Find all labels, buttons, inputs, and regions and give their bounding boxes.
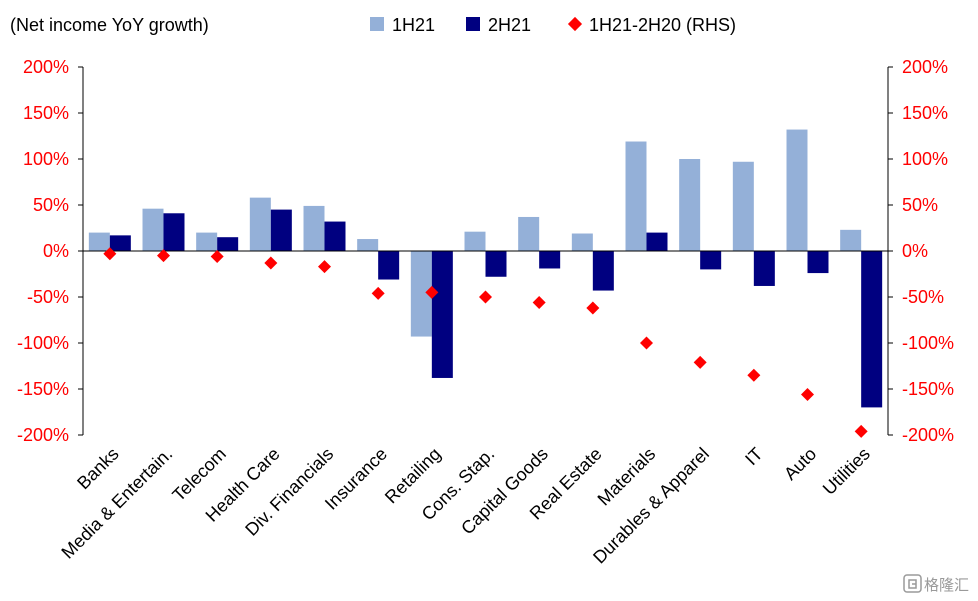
marker-diff-4 [318, 260, 331, 274]
right-tick-label: 0% [902, 241, 928, 261]
bar-1h21-5 [357, 239, 379, 251]
bar-2h21-3 [270, 209, 292, 251]
bar-1h21-1 [142, 208, 164, 251]
right-tick-label: -200% [902, 425, 954, 445]
marker-diff-14 [854, 424, 868, 438]
bar-2h21-10 [646, 232, 668, 251]
left-tick-label: -100% [17, 333, 69, 353]
bar-2h21-5 [378, 251, 400, 280]
bar-2h21-0 [109, 235, 131, 251]
bar-1h21-12 [732, 161, 754, 251]
legend-label-diff: 1H21-2H20 (RHS) [589, 15, 736, 35]
legend-label-1h21: 1H21 [392, 15, 435, 35]
right-tick-label: 50% [902, 195, 938, 215]
right-tick-label: -100% [902, 333, 954, 353]
bar-2h21-14 [861, 251, 883, 408]
bars [88, 129, 883, 408]
bar-2h21-7 [485, 251, 507, 277]
right-axis-ticks: 200% 150% 100% 50% 0% -50% -100% -150% -200% [888, 57, 954, 445]
marker-diff-2 [210, 250, 224, 264]
marker-diff-13 [801, 388, 814, 402]
bar-1h21-8 [518, 216, 540, 251]
right-tick-label: 100% [902, 149, 948, 169]
bar-2h21-1 [163, 213, 185, 251]
category-label: Auto [780, 444, 820, 484]
marker-diff-10 [640, 336, 653, 350]
left-tick-label: 100% [23, 149, 69, 169]
chart-title: (Net income YoY growth) [10, 15, 209, 35]
marker-diff-1 [157, 249, 170, 263]
bar-2h21-6 [431, 251, 453, 378]
right-tick-label: 150% [902, 103, 948, 123]
bar-1h21-11 [679, 159, 701, 251]
watermark-text: 格隆汇 [924, 577, 969, 594]
left-tick-label: 200% [23, 57, 69, 77]
bar-1h21-13 [786, 129, 808, 251]
left-tick-label: 150% [23, 103, 69, 123]
bar-1h21-2 [196, 232, 218, 251]
bar-2h21-13 [807, 251, 829, 274]
left-tick-label: -50% [27, 287, 69, 307]
right-tick-label: 200% [902, 57, 948, 77]
legend: 1H21 2H21 1H21-2H20 (RHS) [370, 15, 736, 35]
left-tick-label: -150% [17, 379, 69, 399]
marker-diff-6 [425, 285, 439, 299]
legend-swatch-2h21 [466, 17, 480, 31]
category-label: IT [741, 444, 766, 469]
left-tick-label: 50% [33, 195, 69, 215]
bar-2h21-4 [324, 221, 346, 251]
left-axis-ticks: 200% 150% 100% 50% 0% -50% -100% -150% -200% [17, 57, 83, 445]
watermark-logo: 格隆汇 [903, 574, 969, 594]
legend-marker-diff [567, 16, 583, 32]
bar-1h21-10 [625, 141, 647, 251]
bar-2h21-12 [753, 251, 775, 286]
bar-1h21-6 [410, 251, 432, 337]
legend-label-2h21: 2H21 [488, 15, 531, 35]
category-label: Banks [73, 444, 123, 494]
marker-diff-7 [479, 290, 492, 304]
bar-2h21-2 [217, 237, 239, 251]
marker-diff-11 [693, 355, 707, 369]
category-label: Utilities [819, 444, 874, 499]
bar-1h21-7 [464, 231, 486, 251]
bar-1h21-4 [303, 205, 325, 251]
marker-diff-3 [264, 256, 278, 270]
bar-2h21-9 [592, 251, 614, 291]
bar-1h21-9 [571, 233, 593, 251]
marker-diff-0 [103, 247, 117, 261]
bar-1h21-3 [249, 197, 271, 251]
left-tick-label: 0% [43, 241, 69, 261]
marker-diff-9 [586, 301, 600, 315]
left-tick-label: -200% [17, 425, 69, 445]
bar-2h21-11 [700, 251, 722, 270]
right-tick-label: -150% [902, 379, 954, 399]
markers [103, 247, 868, 438]
marker-diff-12 [747, 368, 761, 382]
right-tick-label: -50% [902, 287, 944, 307]
marker-diff-5 [371, 286, 385, 300]
marker-diff-8 [532, 296, 546, 310]
bar-1h21-0 [88, 232, 110, 251]
bar-1h21-14 [840, 229, 862, 251]
legend-swatch-1h21 [370, 17, 384, 31]
bar-2h21-8 [539, 251, 561, 269]
